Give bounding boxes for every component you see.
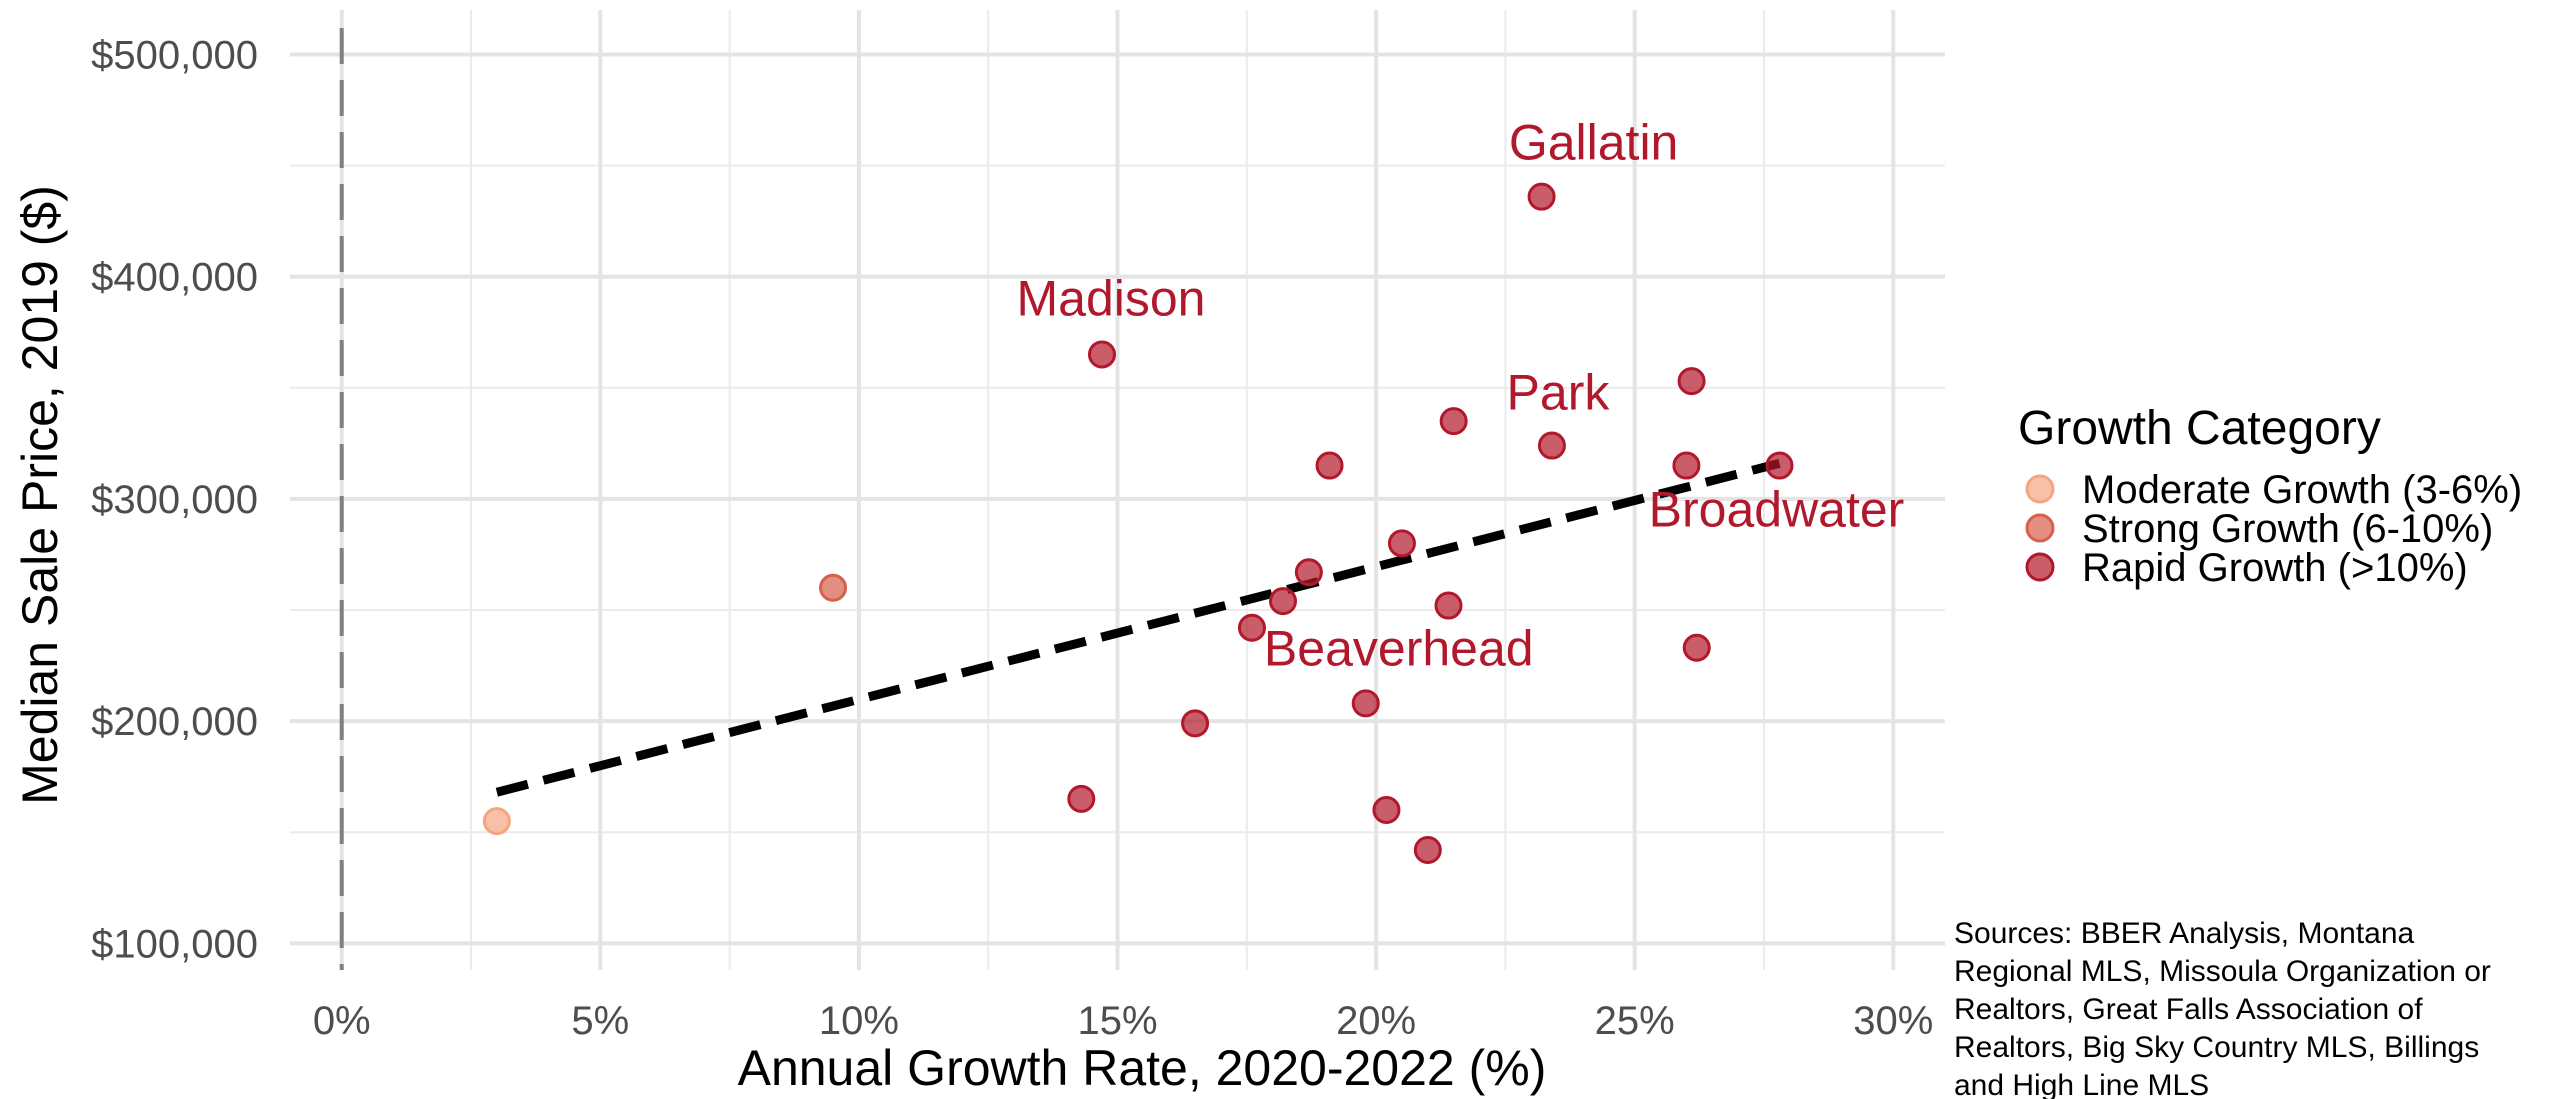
legend-swatch [2025, 474, 2055, 504]
x-tick-label: 30% [1853, 999, 1933, 1043]
y-tick-label: $200,000 [91, 700, 258, 744]
source-line: Regional MLS, Missoula Organization or [1954, 955, 2491, 988]
trendline [495, 458, 1781, 797]
point-labels: Madison Beaverhead Gallatin Park Broadwater [1016, 115, 1904, 677]
source-line: Sources: BBER Analysis, Montana [1954, 917, 2415, 950]
data-point [1537, 431, 1566, 460]
legend-entries: Moderate Growth (3-6%)Strong Growth (6-1… [2025, 468, 2522, 590]
source-note: Sources: BBER Analysis, Montana Regional… [1954, 917, 2491, 1099]
x-axis-ticks: 0% 5% 10% 15% 20% 25% 30% [313, 999, 1934, 1043]
data-point [482, 807, 511, 836]
data-point [1413, 836, 1442, 864]
x-tick-label: 20% [1336, 999, 1416, 1043]
data-points [482, 182, 1794, 864]
point-label: Madison [1016, 270, 1205, 326]
data-point [1677, 367, 1706, 396]
data-point [1269, 587, 1297, 616]
data-point [1087, 340, 1116, 369]
legend: Growth Category Moderate Growth (3-6%)St… [2018, 402, 2522, 590]
data-point [1527, 182, 1556, 211]
trendline-dashed [495, 458, 1781, 797]
y-axis-ticks: $100,000 $200,000 $300,000 $400,000 $500,000 [91, 33, 258, 966]
data-point [1439, 407, 1468, 436]
data-point [1067, 784, 1096, 813]
grid-lines [290, 10, 1945, 970]
point-label: Park [1507, 365, 1611, 421]
source-line: Realtors, Big Sky Country MLS, Billings [1954, 1031, 2479, 1064]
data-point [1672, 451, 1701, 480]
x-tick-label: 10% [819, 999, 899, 1043]
data-point [1387, 529, 1416, 558]
x-tick-label: 0% [313, 999, 371, 1043]
data-point [1434, 591, 1463, 620]
data-point [1682, 633, 1711, 662]
point-label: Gallatin [1509, 115, 1679, 171]
x-tick-label: 5% [571, 999, 629, 1043]
point-label: Broadwater [1649, 482, 1905, 538]
x-tick-label: 15% [1077, 999, 1157, 1043]
x-tick-label: 25% [1595, 999, 1675, 1043]
legend-swatch [2025, 513, 2055, 543]
y-tick-label: $100,000 [91, 922, 258, 966]
data-point [819, 573, 848, 602]
legend-swatch [2025, 552, 2055, 582]
data-point [1181, 709, 1210, 738]
data-point [1372, 796, 1401, 824]
data-point [1294, 558, 1323, 587]
source-line: Realtors, Great Falls Association of [1954, 993, 2423, 1026]
y-tick-label: $400,000 [91, 256, 258, 300]
source-line: and High Line MLS [1954, 1069, 2209, 1099]
data-point [1351, 689, 1380, 718]
x-axis-label: Annual Growth Rate, 2020-2022 (%) [738, 1040, 1547, 1096]
data-point [1315, 451, 1344, 480]
y-tick-label: $500,000 [91, 33, 258, 77]
legend-title: Growth Category [2018, 402, 2381, 455]
legend-label: Strong Growth (6-10%) [2082, 507, 2493, 551]
legend-label: Rapid Growth (>10%) [2082, 546, 2468, 590]
data-point [1765, 451, 1794, 480]
y-axis-label: Median Sale Price, 2019 ($) [12, 185, 68, 805]
y-tick-label: $300,000 [91, 478, 258, 522]
legend-label: Moderate Growth (3-6%) [2082, 468, 2522, 512]
data-point [1237, 613, 1266, 642]
point-label: Beaverhead [1264, 620, 1534, 676]
